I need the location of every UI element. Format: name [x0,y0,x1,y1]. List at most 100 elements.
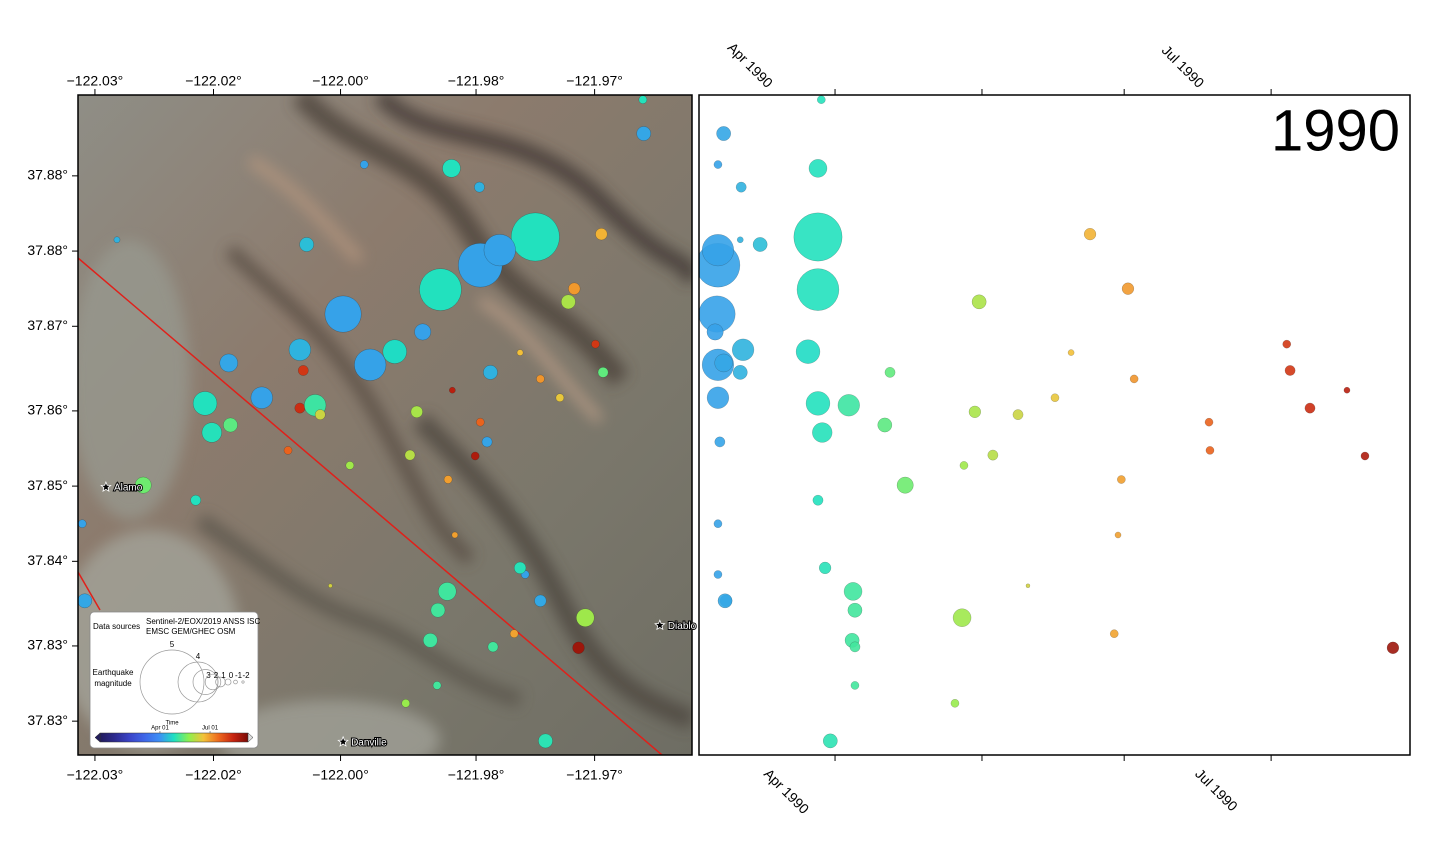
legend-size [241,680,245,684]
legend: Data sources Sentinel-2/EOX/2019 ANSS ISC… [89,611,261,749]
place-label: Alamo [114,483,143,494]
earthquake [78,593,93,609]
earthquake [442,159,461,178]
earthquake [812,494,824,506]
earthquake [987,449,999,461]
earthquake [516,349,524,356]
earthquake [475,417,485,427]
earthquake [1109,629,1119,639]
earthquake [568,282,581,295]
earthquake [534,594,547,607]
x-tick-label: −122.02° [185,767,242,783]
earthquake [706,386,730,409]
time-frame [698,94,1411,756]
earthquake [438,582,457,601]
legend-text: Data sources [93,622,140,631]
y-tick-label: 37.85° [27,477,68,493]
earthquake [701,234,735,267]
earthquake [636,126,652,141]
place-label: Danville [351,737,387,748]
earthquake [294,402,306,414]
x-tick-label: −121.97° [566,73,623,89]
earthquake [732,364,748,380]
earthquake [812,422,833,443]
earthquake [808,159,828,178]
map-frame [77,94,693,756]
y-tick-label: 37.88° [27,167,68,183]
x-tick-label: −122.00° [312,767,369,783]
earthquake [201,422,222,443]
earthquake [483,364,498,380]
earthquake [595,228,608,241]
earthquake [713,160,723,169]
earthquake [714,353,733,373]
earthquake [968,405,982,418]
legend-size-label: 1 [221,671,226,680]
earthquake [714,436,726,448]
legend-size [215,676,226,688]
earthquake [430,602,446,618]
earthquake [1012,409,1024,421]
y-tick-label: 37.83° [27,637,68,653]
earthquake [1083,228,1097,241]
earthquake [576,608,595,627]
earthquake [1121,282,1135,295]
legend-text: Time [165,721,179,727]
earthquake [849,641,861,653]
earthquake [419,268,462,311]
x-tick-label: −121.98° [448,73,505,89]
x-tick-label: Apr 1990 [761,765,813,817]
earthquake [1129,374,1139,384]
y-tick-label: 37.83° [27,712,68,728]
earthquake [283,446,293,455]
earthquake [952,608,972,627]
earthquake [1386,641,1400,654]
legend-text: EMSC GEM/GHEC OSM [146,627,236,636]
earthquake [950,698,960,708]
y-tick-label: 37.87° [27,317,68,333]
earthquake [971,294,987,310]
earthquake [414,323,432,341]
earthquake [299,237,315,252]
colorbar-tick-label: Apr 01 [151,726,169,732]
earthquake [78,519,87,529]
earthquake [510,212,560,262]
y-tick-label: 37.88° [27,242,68,258]
legend-size-label: 2 [214,671,219,680]
earthquake [713,519,723,529]
earthquake [536,374,545,384]
earthquake [1360,451,1370,461]
earthquake [822,733,838,749]
earthquake [345,461,355,470]
earthquake [288,338,311,361]
earthquake [1117,475,1126,484]
earthquake [884,366,896,378]
earthquake [354,348,387,381]
earthquake [1205,446,1215,455]
earthquake [877,417,893,433]
earthquake [192,391,218,416]
earthquake [638,95,648,104]
earthquake [134,476,152,494]
earthquake [1067,349,1075,356]
earthquake [1304,402,1316,414]
earthquake [1050,393,1060,403]
legend-size-label: 4 [196,652,201,661]
earthquake [843,582,863,601]
earthquake [805,391,831,416]
y-tick-label: 37.86° [27,402,68,418]
earthquake [483,234,516,267]
earthquake [896,476,914,494]
earthquake [837,394,860,417]
x-tick-label: −122.03° [67,767,124,783]
x-tick-label: −122.02° [185,73,242,89]
earthquake [443,475,453,484]
earthquake [470,451,480,461]
earthquake [716,126,732,141]
x-tick-label: −121.98° [448,767,505,783]
legend-size [233,679,238,685]
earthquake [401,698,411,708]
earthquake [451,531,459,539]
place-marker [654,619,666,631]
x-tick-label: −122.03° [67,73,124,89]
